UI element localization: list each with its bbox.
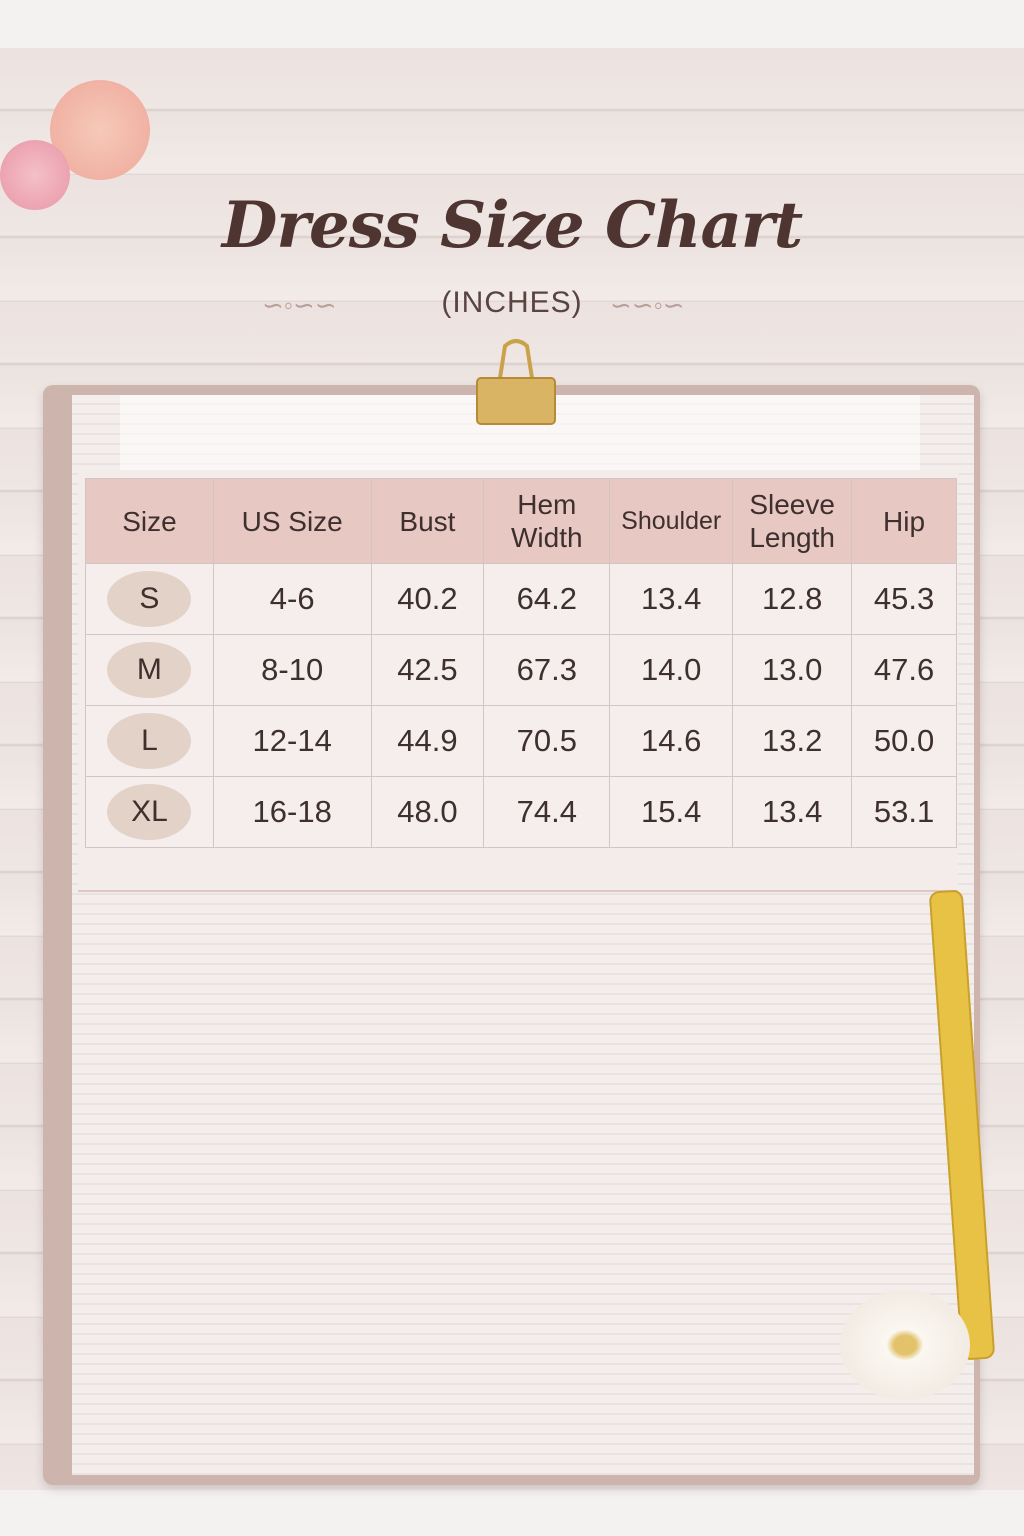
value-cell: 53.1 bbox=[851, 776, 957, 848]
value-cell: 12.8 bbox=[732, 563, 853, 635]
cell-value: 53.1 bbox=[873, 794, 935, 829]
column-header: Size bbox=[85, 478, 214, 564]
size-cell: XL bbox=[85, 776, 214, 848]
page-subtitle: (INCHES) bbox=[441, 286, 583, 319]
cell-value: 74.4 bbox=[516, 794, 577, 829]
value-cell: 13.4 bbox=[609, 563, 734, 635]
cell-value: 4-6 bbox=[269, 581, 315, 616]
column-header: Sleeve Length bbox=[732, 478, 853, 564]
cell-value: 16-18 bbox=[252, 794, 332, 829]
size-badge: S bbox=[107, 571, 192, 627]
cell-value: 14.0 bbox=[641, 652, 702, 687]
value-cell: 14.0 bbox=[609, 634, 734, 706]
flourish-left: ∽◦∽∽ bbox=[262, 290, 337, 320]
column-header: Hip bbox=[851, 478, 957, 564]
value-cell: 45.3 bbox=[851, 563, 957, 635]
size-badge: M bbox=[107, 642, 192, 698]
value-cell: 13.0 bbox=[732, 634, 853, 706]
value-cell: 8-10 bbox=[212, 634, 372, 706]
value-cell: 48.0 bbox=[370, 776, 485, 848]
column-header: Shoulder bbox=[609, 478, 734, 564]
cell-value: 44.9 bbox=[397, 723, 458, 758]
table-row: M 8-10 42.5 67.3 14.0 13.0 47.6 bbox=[85, 634, 957, 706]
value-cell: 16-18 bbox=[212, 776, 372, 848]
cell-value: 14.6 bbox=[641, 723, 702, 758]
size-cell: L bbox=[85, 705, 214, 777]
size-badge: L bbox=[107, 713, 192, 769]
column-header: US Size bbox=[212, 478, 372, 564]
cell-value: 15.4 bbox=[641, 794, 702, 829]
cell-value: 47.6 bbox=[873, 652, 935, 687]
value-cell: 47.6 bbox=[851, 634, 957, 706]
cell-value: 12.8 bbox=[761, 581, 823, 616]
value-cell: 4-6 bbox=[212, 563, 372, 635]
cell-value: 40.2 bbox=[397, 581, 458, 616]
page-title: Dress Size Chart bbox=[221, 188, 803, 263]
value-cell: 64.2 bbox=[483, 563, 611, 635]
value-cell: 50.0 bbox=[851, 705, 957, 777]
value-cell: 44.9 bbox=[370, 705, 485, 777]
cell-value: 70.5 bbox=[516, 723, 577, 758]
cell-value: 13.4 bbox=[641, 581, 702, 616]
cell-value: 8-10 bbox=[261, 652, 324, 687]
cell-value: 13.4 bbox=[761, 794, 823, 829]
table-header-row: Size US Size Bust Hem Width Shoulder Sle… bbox=[85, 478, 957, 564]
cell-value: 50.0 bbox=[873, 723, 935, 758]
value-cell: 14.6 bbox=[609, 705, 734, 777]
column-header: Hem Width bbox=[483, 478, 611, 564]
value-cell: 67.3 bbox=[483, 634, 611, 706]
cell-value: 12-14 bbox=[252, 723, 332, 758]
table-row: XL 16-18 48.0 74.4 15.4 13.4 53.1 bbox=[85, 776, 957, 848]
size-badge: XL bbox=[107, 784, 192, 840]
cell-value: 42.5 bbox=[397, 652, 458, 687]
cell-value: 48.0 bbox=[397, 794, 458, 829]
column-header: Bust bbox=[370, 478, 485, 564]
flourish-right: ∽∽◦∽ bbox=[610, 290, 685, 320]
binder-clip-icon bbox=[476, 339, 556, 425]
value-cell: 70.5 bbox=[483, 705, 611, 777]
value-cell: 15.4 bbox=[609, 776, 734, 848]
value-cell: 13.4 bbox=[732, 776, 853, 848]
cell-value: 13.2 bbox=[761, 723, 823, 758]
size-table: Size US Size Bust Hem Width Shoulder Sle… bbox=[85, 478, 957, 848]
pink-flower-decoration bbox=[0, 140, 70, 210]
value-cell: 12-14 bbox=[212, 705, 372, 777]
value-cell: 42.5 bbox=[370, 634, 485, 706]
value-cell: 74.4 bbox=[483, 776, 611, 848]
cell-value: 45.3 bbox=[873, 581, 935, 616]
size-cell: S bbox=[85, 563, 214, 635]
cell-value: 64.2 bbox=[516, 581, 577, 616]
white-flower-decoration bbox=[840, 1290, 970, 1400]
table-row: S 4-6 40.2 64.2 13.4 12.8 45.3 bbox=[85, 563, 957, 635]
cell-value: 13.0 bbox=[761, 652, 823, 687]
cell-value: 67.3 bbox=[516, 652, 577, 687]
size-cell: M bbox=[85, 634, 214, 706]
table-row: L 12-14 44.9 70.5 14.6 13.2 50.0 bbox=[85, 705, 957, 777]
value-cell: 13.2 bbox=[732, 705, 853, 777]
value-cell: 40.2 bbox=[370, 563, 485, 635]
